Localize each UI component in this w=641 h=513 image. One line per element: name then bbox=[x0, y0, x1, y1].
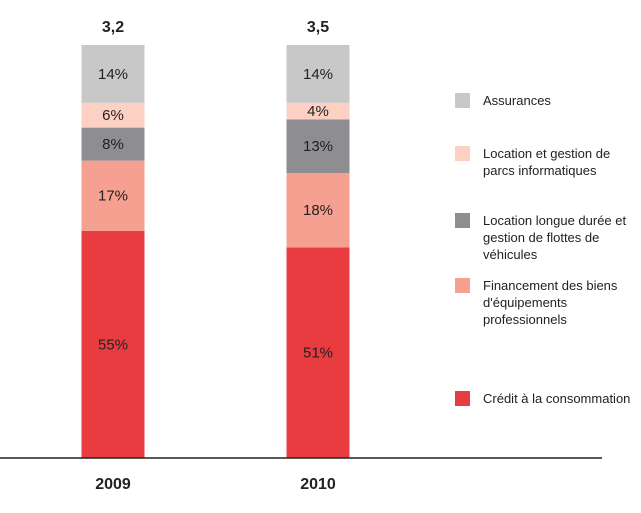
bar-segment bbox=[286, 45, 350, 103]
legend-label: Assurances bbox=[483, 93, 551, 108]
total-label: 3,2 bbox=[102, 19, 124, 36]
value-label: 55% bbox=[98, 336, 128, 353]
bar-segment bbox=[81, 45, 145, 103]
value-label: 14% bbox=[98, 66, 128, 83]
legend-swatch bbox=[455, 93, 470, 108]
bar-segment bbox=[286, 102, 350, 120]
legend-item: Assurances bbox=[455, 92, 641, 109]
bar-segment bbox=[81, 230, 145, 458]
bar-segment bbox=[81, 127, 145, 161]
legend-label: Location et gestion de parcs informatiqu… bbox=[483, 146, 611, 178]
legend-label: Location longue durée et gestion de flot… bbox=[483, 213, 627, 262]
bar-segment bbox=[81, 102, 145, 128]
legend-item: Crédit à la consommation bbox=[455, 390, 641, 407]
value-label: 6% bbox=[102, 107, 124, 124]
value-label: 8% bbox=[102, 136, 124, 153]
value-label: 4% bbox=[307, 103, 329, 120]
legend-label: Crédit à la consommation bbox=[483, 391, 631, 406]
legend-swatch bbox=[455, 146, 470, 161]
legend-label: Financement des biens d'équipements prof… bbox=[483, 278, 618, 327]
x-tick-label: 2010 bbox=[300, 476, 336, 493]
bar-segment bbox=[286, 119, 350, 174]
legend-swatch bbox=[455, 391, 470, 406]
bar-segment bbox=[286, 173, 350, 248]
value-label: 14% bbox=[303, 66, 333, 83]
bar-segment bbox=[286, 247, 350, 458]
legend-item: Location et gestion de parcs informatiqu… bbox=[455, 145, 641, 179]
value-label: 13% bbox=[303, 138, 333, 155]
x-tick-label: 2009 bbox=[95, 476, 131, 493]
legend-swatch bbox=[455, 213, 470, 228]
total-label: 3,5 bbox=[307, 19, 329, 36]
legend-item: Location longue durée et gestion de flot… bbox=[455, 212, 641, 263]
legend-item: Financement des biens d'équipements prof… bbox=[455, 277, 641, 328]
value-label: 17% bbox=[98, 188, 128, 205]
bar-segment bbox=[81, 160, 145, 231]
legend-swatch bbox=[455, 278, 470, 293]
value-label: 18% bbox=[303, 202, 333, 219]
value-label: 51% bbox=[303, 345, 333, 362]
